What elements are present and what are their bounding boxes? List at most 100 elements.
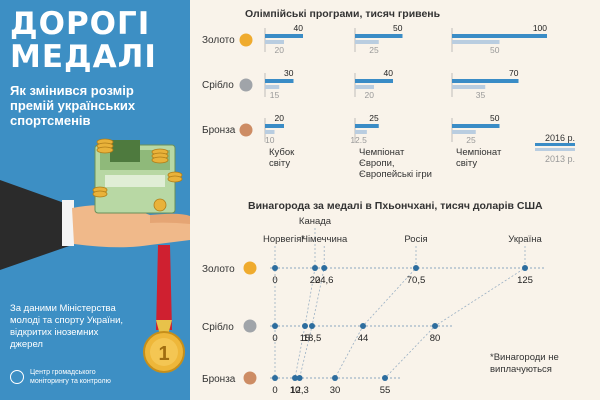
bar-2016: [265, 79, 294, 83]
value-dot: [382, 375, 388, 381]
value-label: 80: [430, 333, 441, 344]
category-label: Європейські ігри: [359, 169, 432, 180]
value-dot: [432, 323, 438, 329]
bar-2013-value: 35: [476, 90, 486, 100]
value-dot: [272, 375, 278, 381]
bar-2013-value: 12.5: [350, 135, 367, 145]
olympic-programs-chart: ЗолотоСріблоБронза402030152010Кубоксвіту…: [202, 23, 575, 180]
legend-swatch-2016: [535, 143, 575, 146]
value-label: 10: [290, 385, 301, 396]
value-label: 12,3: [290, 385, 309, 396]
value-dot: [296, 375, 303, 381]
title-line-2: МЕДАЛІ: [10, 39, 157, 75]
category-label: світу: [269, 158, 290, 169]
value-label: 18,5: [303, 333, 322, 344]
value-label: 30: [330, 385, 341, 396]
legend-swatch-2013: [535, 148, 575, 151]
bar-2016: [265, 34, 303, 38]
country-label: Німеччина: [301, 234, 348, 245]
bar-2013-value: 25: [466, 135, 476, 145]
hand-shape: [72, 205, 190, 248]
bar-2016-value: 40: [384, 68, 394, 78]
value-dot: [302, 323, 308, 329]
value-label: 44: [358, 333, 369, 344]
medal-label-bronze: Бронза: [202, 125, 236, 136]
bar-2016-value: 50: [393, 23, 403, 33]
value-label: 55: [380, 385, 391, 396]
sleeve-shape: [0, 180, 72, 270]
title-line-1: ДОРОГІ: [10, 6, 151, 42]
bar-2016-value: 50: [490, 113, 500, 123]
bar-2013: [355, 130, 367, 134]
bar-2013-value: 25: [369, 45, 379, 55]
bar-2016: [355, 79, 393, 83]
org-name: Центр громадського моніторингу та контро…: [30, 369, 111, 385]
medal-label-gold: Золото: [202, 264, 235, 275]
bar-2013: [452, 130, 476, 134]
value-dot: [413, 265, 419, 271]
value-dot: [272, 265, 278, 271]
page-subtitle: Як змінився розмір премій українських сп…: [10, 83, 136, 128]
value-dot: [360, 323, 366, 329]
value-dot: [312, 265, 318, 271]
value-dot: [309, 323, 315, 329]
bar-2016-value: 20: [275, 113, 285, 123]
category-label: світу: [456, 158, 477, 169]
silver-medal-icon: [243, 319, 257, 333]
chart1-title: Олімпійські програми, тисяч гривень: [245, 8, 441, 20]
gold-medal-icon: [243, 261, 257, 275]
value-dot: [272, 323, 278, 329]
bar-2016-value: 25: [369, 113, 379, 123]
bar-2016: [355, 124, 379, 128]
bar-2016-value: 70: [509, 68, 519, 78]
bar-2016-value: 30: [284, 68, 294, 78]
country-label: Норвегія*: [263, 234, 305, 245]
value-label: 24,6: [315, 275, 334, 286]
value-label: 15: [300, 333, 311, 344]
bar-2016-value: 40: [294, 23, 304, 33]
category-label: Кубок: [269, 147, 295, 158]
source-note: За даними Міністерства молоді та спорту …: [10, 303, 124, 350]
medal-label-gold: Золото: [202, 35, 235, 46]
ribbon-shape: [156, 245, 172, 330]
footnote: *Винагороди не виплачуються: [490, 352, 559, 375]
bar-2016: [452, 124, 500, 128]
bar-2013-value: 15: [270, 90, 280, 100]
bar-2013: [355, 85, 374, 89]
bar-2013-value: 20: [275, 45, 285, 55]
value-label: 125: [517, 275, 533, 286]
category-label: Чемпіонат: [359, 147, 405, 158]
country-connector: [299, 246, 325, 379]
bar-2016: [355, 34, 403, 38]
country-label: Канада: [299, 216, 332, 227]
value-label: 0: [272, 385, 277, 396]
bar-2013-value: 20: [365, 90, 375, 100]
value-dot: [332, 375, 338, 381]
value-label: 0: [272, 333, 277, 344]
medal-label-silver: Срібло: [202, 321, 234, 333]
bar-2016-value: 100: [533, 23, 547, 33]
country-connector: [384, 246, 526, 379]
bar-2013-value: 10: [265, 135, 275, 145]
bar-2013: [265, 85, 280, 89]
value-label: 0: [272, 275, 277, 286]
bar-2013: [452, 85, 486, 89]
pyeongchang-rewards-chart: Золото Срібло Бронза Норвегія* 0 0 0 Канада 20 15…: [202, 216, 545, 396]
bar-2016: [452, 34, 547, 38]
value-label: 70,5: [407, 275, 426, 286]
bar-2013: [265, 130, 275, 134]
medal-label-silver: Срібло: [202, 79, 234, 91]
silver-medal-icon: [239, 78, 253, 92]
category-label: Чемпіонат: [456, 147, 502, 158]
bar-2013: [355, 40, 379, 44]
bronze-medal-icon: [239, 123, 253, 137]
cuff-shape: [62, 200, 74, 246]
org-logo-icon: [10, 370, 24, 384]
chart2-title: Винагорода за медалі в Пхьончхані, тисяч…: [248, 200, 543, 212]
medal-label-bronze: Бронза: [202, 374, 236, 385]
bar-2013-value: 50: [490, 45, 500, 55]
right-panel: Олімпійські програми, тисяч гривень Золо…: [190, 0, 600, 400]
value-dot: [292, 375, 298, 381]
legend-label-2016: 2016 р.: [545, 133, 575, 143]
